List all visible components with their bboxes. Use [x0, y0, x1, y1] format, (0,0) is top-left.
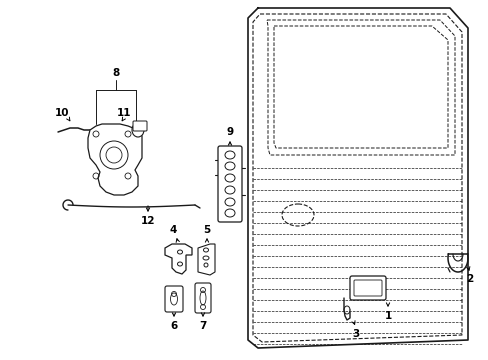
Ellipse shape	[132, 123, 143, 137]
Polygon shape	[88, 124, 142, 195]
Text: 5: 5	[203, 225, 210, 235]
Text: 2: 2	[466, 274, 473, 284]
Polygon shape	[164, 244, 192, 274]
FancyBboxPatch shape	[164, 286, 183, 312]
Text: 4: 4	[169, 225, 176, 235]
FancyBboxPatch shape	[349, 276, 385, 300]
Text: 10: 10	[55, 108, 69, 118]
Text: 9: 9	[226, 127, 233, 137]
Text: 3: 3	[352, 329, 359, 339]
Text: 8: 8	[112, 68, 120, 78]
Text: 12: 12	[141, 216, 155, 226]
Text: 11: 11	[117, 108, 131, 118]
Text: 7: 7	[199, 321, 206, 331]
Text: 1: 1	[384, 311, 391, 321]
FancyBboxPatch shape	[218, 146, 242, 222]
FancyBboxPatch shape	[195, 283, 210, 313]
Polygon shape	[198, 244, 215, 275]
Text: 6: 6	[170, 321, 177, 331]
FancyBboxPatch shape	[133, 121, 147, 131]
